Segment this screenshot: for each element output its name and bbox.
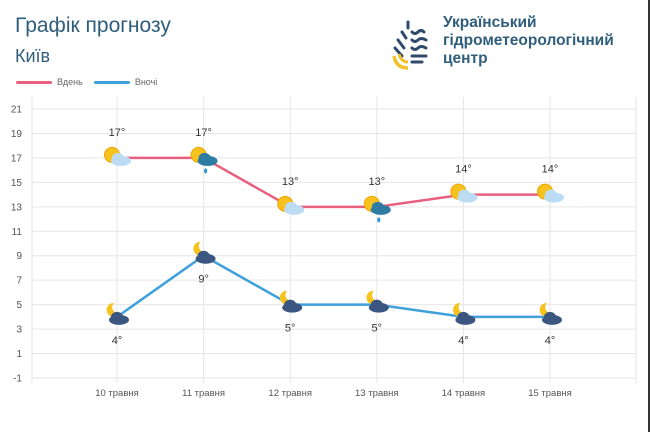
legend-label-night[interactable]: Вночі (134, 77, 158, 87)
sun-rain-cloud-icon (190, 146, 218, 174)
day-data-label: 17° (195, 127, 212, 139)
legend-swatch-night[interactable] (93, 80, 130, 84)
page-title: Графік прогнозу (15, 14, 171, 37)
x-tick-label: 14 травня (442, 388, 486, 399)
org-line-2: гідрометеорологічний (443, 32, 614, 49)
day-data-label: 17° (109, 127, 126, 139)
night-data-label: 4° (545, 335, 556, 347)
sun-cloud-icon (277, 195, 305, 215)
raindrop-shape (377, 217, 381, 223)
raindrop-shape (204, 168, 208, 174)
y-tick-label: 7 (16, 276, 22, 287)
legend-label-day[interactable]: Вдень (57, 77, 83, 87)
cloud-shape (370, 299, 383, 310)
night-data-label: 4° (458, 335, 469, 347)
y-tick-label: 21 (11, 105, 23, 116)
night-data-label: 5° (285, 323, 296, 335)
y-tick-label: 17 (11, 153, 23, 164)
cloud-shape (458, 189, 471, 200)
sun-cloud-icon (104, 146, 131, 166)
y-tick-label: 3 (16, 325, 22, 336)
x-tick-label: 10 травня (95, 388, 139, 399)
cloud-shape (112, 152, 124, 163)
cloud-shape (545, 189, 557, 200)
x-tick-label: 11 травня (182, 388, 225, 399)
org-line-1: Український (443, 14, 537, 31)
moon-cloud-icon (453, 302, 476, 325)
cloud-shape (197, 250, 210, 261)
y-tick-label: 9 (16, 251, 22, 262)
x-tick-label: 13 травня (355, 388, 399, 399)
x-tick-label: 12 травня (268, 388, 312, 399)
legend-swatch-day[interactable] (16, 80, 52, 84)
moon-cloud-icon (106, 302, 129, 325)
moon-cloud-icon (539, 302, 562, 325)
chart-legend: Вдень Вночі (16, 77, 157, 87)
day-data-label: 13° (368, 176, 385, 188)
org-line-3: центр (443, 50, 488, 67)
x-tick-label: 15 травня (528, 388, 572, 399)
cloud-shape (285, 201, 298, 212)
hydromet-logo-icon (392, 20, 428, 70)
cloud-shape (284, 299, 297, 310)
y-tick-label: 15 (11, 178, 23, 189)
y-tick-label: 11 (12, 227, 23, 238)
day-data-label: 13° (282, 176, 299, 188)
cloud-shape (111, 311, 123, 322)
y-tick-label: -1 (13, 374, 22, 385)
day-data-label: 14° (455, 164, 472, 176)
cloud-shape (544, 311, 556, 322)
day-series-line (117, 156, 550, 209)
night-data-label: 9° (198, 274, 209, 286)
y-tick-label: 13 (11, 202, 23, 213)
night-data-label: 5° (372, 323, 383, 335)
cloud-shape (371, 201, 384, 212)
organization-name: Український гідрометеорологічний центр (443, 14, 614, 68)
moon-cloud-icon (193, 241, 216, 264)
y-tick-label: 19 (11, 129, 23, 140)
city-name: Київ (15, 46, 51, 66)
sun-rain-cloud-icon (363, 195, 391, 223)
day-data-label: 14° (542, 164, 559, 176)
y-tick-label: 5 (16, 300, 22, 311)
cloud-shape (198, 152, 211, 163)
sun-cloud-icon (537, 183, 564, 203)
night-series-line (116, 254, 550, 319)
cloud-shape (457, 311, 470, 322)
night-data-label: 4° (112, 335, 123, 347)
moon-cloud-icon (279, 290, 303, 313)
sun-cloud-icon (450, 183, 478, 203)
moon-cloud-icon (366, 290, 389, 313)
y-tick-label: 1 (16, 349, 22, 360)
